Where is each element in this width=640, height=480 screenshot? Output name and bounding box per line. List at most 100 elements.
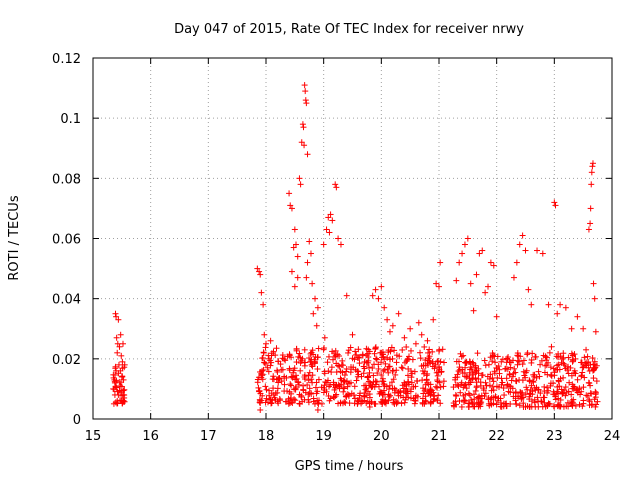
- data-point: [333, 184, 340, 191]
- data-point: [568, 325, 575, 332]
- data-point: [512, 390, 519, 397]
- data-point: [432, 361, 439, 368]
- data-point: [259, 354, 266, 361]
- data-point: [286, 190, 293, 197]
- data-point: [404, 372, 411, 379]
- data-point: [469, 401, 476, 408]
- data-point: [512, 395, 519, 402]
- data-point: [313, 390, 320, 397]
- data-point: [365, 374, 372, 381]
- data-point: [372, 381, 379, 388]
- data-point: [114, 397, 121, 404]
- data-point: [297, 367, 304, 374]
- data-point: [260, 349, 267, 356]
- data-point: [544, 402, 551, 409]
- data-point: [273, 345, 280, 352]
- data-point: [543, 354, 550, 361]
- data-point: [364, 359, 371, 366]
- data-point: [593, 378, 600, 385]
- data-point: [277, 361, 284, 368]
- data-point: [298, 139, 305, 146]
- data-point: [117, 382, 124, 389]
- data-point: [426, 346, 433, 353]
- data-point: [345, 349, 352, 356]
- data-point: [299, 355, 306, 362]
- data-point: [388, 379, 395, 386]
- data-point: [293, 375, 300, 382]
- data-point: [282, 398, 289, 405]
- data-point: [305, 377, 312, 384]
- data-point: [565, 370, 572, 377]
- data-point: [574, 376, 581, 383]
- data-point: [534, 247, 541, 254]
- data-point: [336, 383, 343, 390]
- data-point: [330, 393, 337, 400]
- data-point: [458, 379, 465, 386]
- data-point: [532, 403, 539, 410]
- data-point: [588, 181, 595, 188]
- data-point: [258, 289, 265, 296]
- data-point: [581, 354, 588, 361]
- data-point: [434, 397, 441, 404]
- data-point: [384, 316, 391, 323]
- data-point: [309, 363, 316, 370]
- data-point: [375, 295, 382, 302]
- data-point: [306, 385, 313, 392]
- data-point: [434, 358, 441, 365]
- data-point: [268, 350, 275, 357]
- data-point: [569, 381, 576, 388]
- data-point: [331, 350, 338, 357]
- data-point: [278, 366, 285, 373]
- y-tick-label: 0.04: [52, 293, 81, 308]
- data-point: [588, 169, 595, 176]
- data-point: [293, 347, 300, 354]
- data-point: [387, 392, 394, 399]
- data-point: [379, 375, 386, 382]
- data-point: [541, 394, 548, 401]
- data-point: [393, 352, 400, 359]
- data-point: [419, 377, 426, 384]
- data-point: [479, 247, 486, 254]
- data-point: [585, 226, 592, 233]
- data-point: [431, 365, 438, 372]
- data-point: [421, 368, 428, 375]
- data-point: [524, 351, 531, 358]
- data-point: [498, 375, 505, 382]
- data-point: [528, 359, 535, 366]
- data-point: [404, 388, 411, 395]
- data-point: [119, 358, 126, 365]
- data-point: [500, 400, 507, 407]
- data-point: [272, 390, 279, 397]
- data-point: [440, 378, 447, 385]
- data-point: [356, 360, 363, 367]
- data-point: [257, 399, 264, 406]
- data-point: [587, 205, 594, 212]
- data-point: [505, 388, 512, 395]
- data-point: [588, 402, 595, 409]
- data-point: [305, 396, 312, 403]
- data-point: [487, 259, 494, 266]
- data-point: [304, 259, 311, 266]
- data-point: [281, 388, 288, 395]
- data-point: [344, 383, 351, 390]
- data-point: [424, 337, 431, 344]
- data-point: [565, 354, 572, 361]
- data-point: [392, 371, 399, 378]
- data-point: [533, 384, 540, 391]
- data-point: [470, 307, 477, 314]
- data-point: [256, 268, 263, 275]
- data-point: [485, 361, 492, 368]
- data-point: [566, 379, 573, 386]
- data-point: [480, 387, 487, 394]
- data-point: [580, 384, 587, 391]
- data-point: [380, 387, 387, 394]
- data-point: [405, 353, 412, 360]
- data-point: [310, 395, 317, 402]
- data-point: [325, 353, 332, 360]
- data-point: [559, 390, 566, 397]
- data-point: [372, 400, 379, 407]
- data-point: [350, 364, 357, 371]
- x-tick-label: 22: [488, 429, 505, 444]
- data-point: [435, 347, 442, 354]
- data-point: [288, 390, 295, 397]
